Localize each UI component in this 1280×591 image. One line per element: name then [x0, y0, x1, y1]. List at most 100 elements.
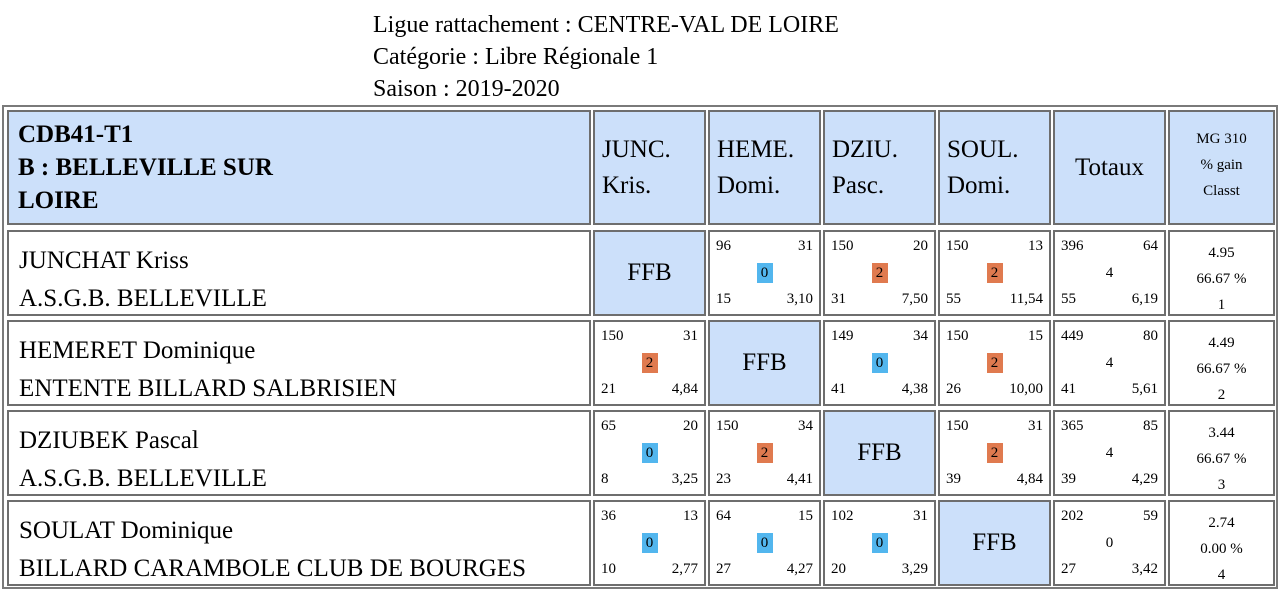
player-cell: HEMERET Dominique ENTENTE BILLARD SALBRIS… — [7, 320, 591, 406]
column-header-line1: JUNC. — [602, 136, 671, 163]
match-reprises: 8 — [601, 471, 609, 487]
totaux-match-points: 0 — [1105, 535, 1114, 551]
match-score-cell: 65 20 0 8 3,25 — [593, 410, 706, 496]
totaux-series: 85 — [1143, 418, 1158, 434]
match-reprises: 55 — [946, 291, 961, 307]
match-points: 150 — [946, 238, 969, 254]
totaux-cell: 396 64 4 55 6,19 — [1053, 230, 1166, 316]
player-club: ENTENTE BILLARD SALBRISIEN — [19, 375, 397, 402]
player-name: SOULAT Dominique — [19, 517, 234, 544]
match-moyenne: 11,54 — [1009, 291, 1043, 307]
match-best-series: 20 — [913, 238, 928, 254]
stat-gain: 66.67 % — [1196, 451, 1247, 467]
match-reprises: 31 — [831, 291, 846, 307]
match-reprises: 27 — [716, 561, 731, 577]
saison-label: Saison : 2019-2020 — [373, 76, 560, 102]
match-score-cell: 149 34 0 41 4,38 — [823, 320, 936, 406]
stat-classt: 4 — [1217, 567, 1226, 583]
mg-header-line2: % gain — [1200, 157, 1243, 173]
match-best-series: 15 — [798, 508, 813, 524]
match-moyenne: 3,29 — [901, 561, 928, 577]
loss-points-badge: 0 — [756, 533, 773, 553]
column-header-mg: MG 310 % gain Classt — [1168, 110, 1275, 225]
match-score-cell: 102 31 0 20 3,29 — [823, 500, 936, 586]
stat-mg: 2.74 — [1208, 515, 1235, 531]
totaux-match-points: 4 — [1105, 445, 1114, 461]
loss-points-badge: 0 — [756, 263, 773, 283]
loss-points-badge: 0 — [871, 533, 888, 553]
loss-points-badge: 0 — [641, 533, 658, 553]
totaux-points: 449 — [1061, 328, 1084, 344]
match-best-series: 13 — [1028, 238, 1043, 254]
stat-gain: 66.67 % — [1196, 361, 1247, 377]
results-table: CDB41-T1 B : BELLEVILLE SUR LOIRE JUNC. … — [2, 105, 1278, 589]
stat-gain: 0.00 % — [1200, 541, 1243, 557]
player-name: JUNCHAT Kriss — [19, 247, 189, 274]
totaux-moyenne: 6,19 — [1131, 291, 1158, 307]
match-best-series: 31 — [913, 508, 928, 524]
match-moyenne: 4,84 — [1016, 471, 1043, 487]
match-moyenne: 2,77 — [671, 561, 698, 577]
page-header: Ligue rattachement : CENTRE-VAL DE LOIRE… — [373, 9, 839, 105]
stat-mg: 4.49 — [1208, 335, 1235, 351]
match-reprises: 15 — [716, 291, 731, 307]
column-header-line2: Domi. — [717, 172, 781, 199]
match-reprises: 26 — [946, 381, 961, 397]
totaux-cell: 449 80 4 41 5,61 — [1053, 320, 1166, 406]
player-cell: DZIUBEK Pascal A.S.G.B. BELLEVILLE — [7, 410, 591, 496]
match-points: 96 — [716, 238, 731, 254]
player-cell: SOULAT Dominique BILLARD CARAMBOLE CLUB D… — [7, 500, 591, 586]
match-points: 149 — [831, 328, 854, 344]
player-name: HEMERET Dominique — [19, 337, 256, 364]
match-score-cell: 150 34 2 23 4,41 — [708, 410, 821, 496]
column-header-line2: Kris. — [602, 172, 652, 199]
ffb-label: FFB — [857, 439, 902, 466]
stats-cell: 4.49 66.67 % 2 — [1168, 320, 1275, 406]
player-club: A.S.G.B. BELLEVILLE — [19, 465, 267, 492]
player-club: A.S.G.B. BELLEVILLE — [19, 285, 267, 312]
totaux-moyenne: 3,42 — [1131, 561, 1158, 577]
table-title: CDB41-T1 B : BELLEVILLE SUR LOIRE — [7, 110, 591, 225]
ffb-label: FFB — [972, 529, 1017, 556]
loss-points-badge: 0 — [641, 443, 658, 463]
stat-classt: 1 — [1217, 297, 1226, 313]
ffb-cell: FFB — [708, 320, 821, 406]
match-score-cell: 96 31 0 15 3,10 — [708, 230, 821, 316]
totaux-reprises: 55 — [1061, 291, 1076, 307]
match-points: 102 — [831, 508, 854, 524]
stat-classt: 3 — [1217, 477, 1226, 493]
table-title-line3: LOIRE — [18, 187, 99, 214]
ligue-label: Ligue rattachement : CENTRE-VAL DE LOIRE — [373, 12, 839, 38]
match-score-cell: 36 13 0 10 2,77 — [593, 500, 706, 586]
match-score-cell: 150 20 2 31 7,50 — [823, 230, 936, 316]
totaux-points: 396 — [1061, 238, 1084, 254]
totaux-cell: 365 85 4 39 4,29 — [1053, 410, 1166, 496]
win-points-badge: 2 — [756, 443, 773, 463]
match-score-cell: 150 31 2 39 4,84 — [938, 410, 1051, 496]
totaux-label: Totaux — [1074, 153, 1145, 181]
win-points-badge: 2 — [986, 353, 1003, 373]
column-header-line1: DZIU. — [832, 136, 898, 163]
match-best-series: 20 — [683, 418, 698, 434]
match-best-series: 31 — [683, 328, 698, 344]
stat-classt: 2 — [1217, 387, 1226, 403]
table-title-line1: CDB41-T1 — [18, 121, 134, 148]
column-header-line2: Domi. — [947, 172, 1011, 199]
totaux-reprises: 27 — [1061, 561, 1076, 577]
column-header-soul: SOUL. Domi. — [938, 110, 1051, 225]
column-header-totaux: Totaux — [1053, 110, 1166, 225]
player-club: BILLARD CARAMBOLE CLUB DE BOURGES — [19, 555, 526, 582]
player-name: DZIUBEK Pascal — [19, 427, 199, 454]
match-score-cell: 150 13 2 55 11,54 — [938, 230, 1051, 316]
match-score-cell: 64 15 0 27 4,27 — [708, 500, 821, 586]
match-moyenne: 3,25 — [671, 471, 698, 487]
totaux-series: 64 — [1143, 238, 1158, 254]
match-moyenne: 10,00 — [1009, 381, 1043, 397]
ffb-cell: FFB — [823, 410, 936, 496]
match-best-series: 34 — [798, 418, 813, 434]
win-points-badge: 2 — [871, 263, 888, 283]
match-reprises: 21 — [601, 381, 616, 397]
win-points-badge: 2 — [986, 263, 1003, 283]
totaux-series: 80 — [1143, 328, 1158, 344]
match-score-cell: 150 31 2 21 4,84 — [593, 320, 706, 406]
